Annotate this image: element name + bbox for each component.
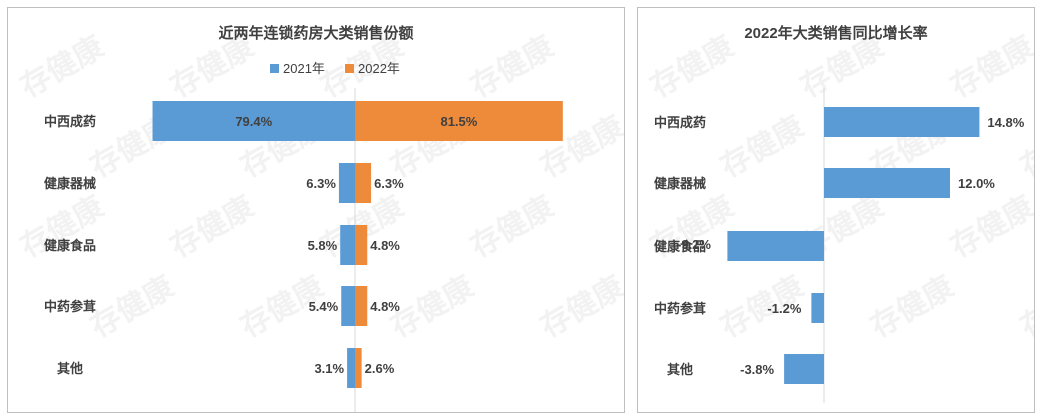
legend: 2021年 2022年 <box>270 61 400 76</box>
category-label: 其他 <box>57 361 83 376</box>
data-label: 14.8% <box>987 115 1024 130</box>
legend-swatch-2021 <box>270 64 279 73</box>
bar-2022 <box>355 163 372 203</box>
bar-2022 <box>355 225 368 265</box>
watermark-text: 存健康 <box>535 269 625 344</box>
watermark-text: 存健康 <box>15 29 111 104</box>
category-label: 健康食品 <box>44 238 96 253</box>
bar-2021 <box>338 163 355 203</box>
watermark-text: 存健康 <box>85 269 181 344</box>
watermark-text: 存健康 <box>465 189 561 264</box>
growth-chart-panel: 存健康 存健康 存健康 存健康 存健康 存健康 存健康 存健康 存健康 存健康 存健康 存健康 202… <box>637 7 1035 413</box>
data-label-2021: 5.4% <box>309 299 339 314</box>
growth-bar <box>824 107 980 137</box>
category-label: 中药参茸 <box>44 299 96 314</box>
legend-label-2021: 2021年 <box>283 61 325 76</box>
growth-bar <box>727 231 824 261</box>
share-plot-area: 中西成药 79.4% 81.5% 健康器械 6.3% 6.3% 健康食品 5.8% 4.8% 中药… <box>44 88 563 412</box>
share-chart-panel: 存健康 存健康 存健康 存健康 存健康 存健康 存健康 存健康 存健康 存健康 存健康 存健康 存健康存… <box>7 7 625 413</box>
bar-2021 <box>347 348 355 388</box>
data-label-2021: 79.4% <box>235 114 272 129</box>
growth-bar <box>784 354 824 384</box>
watermark-text: 存健康 <box>945 29 1035 104</box>
data-label-2021: 5.8% <box>308 238 338 253</box>
category-label: 中西成药 <box>654 115 706 130</box>
bar-2021 <box>341 286 355 326</box>
data-label: -3.8% <box>740 362 774 377</box>
data-label: -1.2% <box>767 301 801 316</box>
data-label: 12.0% <box>958 176 995 191</box>
category-label: 健康器械 <box>44 176 96 191</box>
category-label: 健康器械 <box>654 176 706 191</box>
category-label: 中药参茸 <box>654 301 706 316</box>
bar-2021 <box>152 101 355 141</box>
legend-label-2022: 2022年 <box>358 61 400 76</box>
data-label-2021: 3.1% <box>314 361 344 376</box>
legend-swatch-2022 <box>345 64 354 73</box>
watermark-text: 存健康 <box>465 29 561 104</box>
data-label-2021: 6.3% <box>306 176 336 191</box>
watermark-text: 存健康 <box>645 29 741 104</box>
data-label-2022: 81.5% <box>440 114 477 129</box>
share-chart-title: 近两年连锁药房大类销售份额 <box>218 24 413 42</box>
category-label: 其他 <box>667 362 693 377</box>
watermark-text: 存健康 <box>1015 269 1035 344</box>
watermark-text: 存健康 <box>945 189 1035 264</box>
bar-2022 <box>355 348 362 388</box>
data-label-2022: 6.3% <box>374 176 404 191</box>
data-label-2022: 2.6% <box>365 361 395 376</box>
watermark-text: 存健康 <box>865 269 961 344</box>
watermark-text: 存健康 <box>715 109 811 184</box>
data-label-2022: 4.8% <box>370 238 400 253</box>
share-chart: 存健康 存健康 存健康 存健康存健康 存健康 存健康 存健康存健康 存健康 存健康存健康 存健康存… <box>15 24 625 412</box>
growth-chart-title: 2022年大类销售同比增长率 <box>744 24 927 42</box>
growth-plot-area: 中西成药 14.8% 健康器械 12.0% 健康食品-9.2% 中药参茸 -1.2% 其他 -3… <box>654 88 1025 403</box>
growth-bar <box>811 293 824 323</box>
watermark-text: 存健康 <box>165 189 261 264</box>
growth-bar <box>824 168 950 198</box>
bar-2021 <box>340 225 355 265</box>
data-label-2022: 4.8% <box>370 299 400 314</box>
category-label: 健康食品 <box>654 239 706 254</box>
data-label: -9.2% <box>677 237 711 252</box>
bar-2022 <box>355 101 563 141</box>
category-label: 中西成药 <box>44 114 96 129</box>
bar-2022 <box>355 286 368 326</box>
